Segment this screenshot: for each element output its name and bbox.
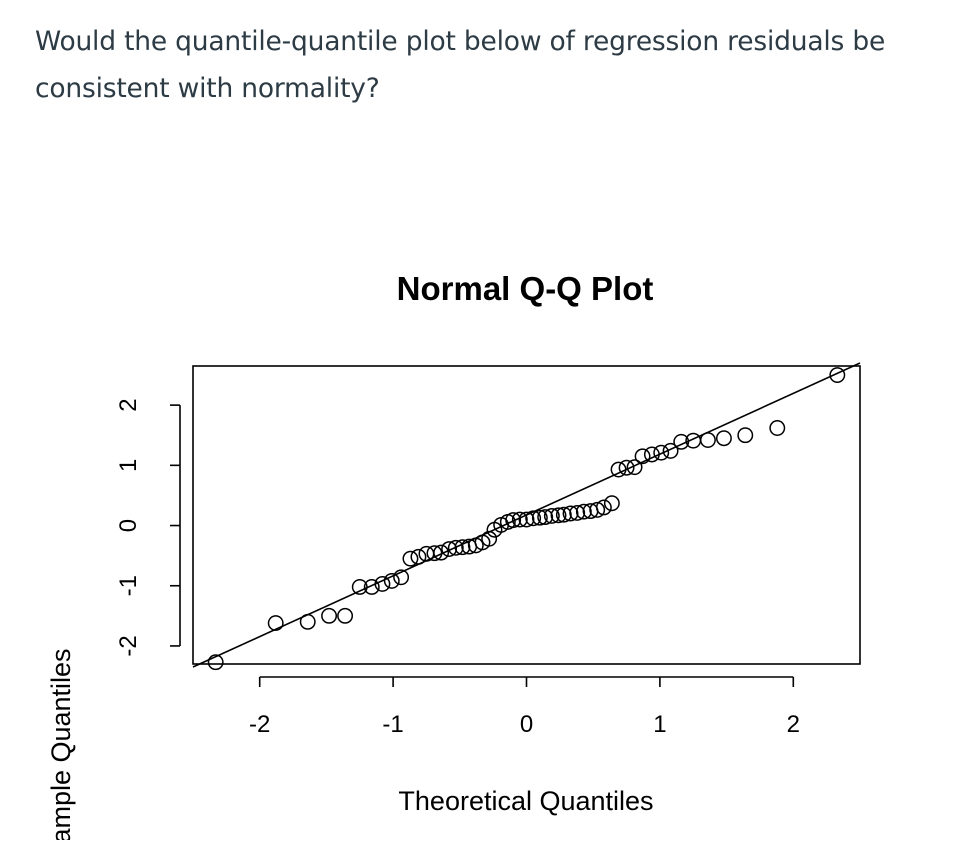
data-point <box>525 510 542 527</box>
data-point <box>769 420 786 436</box>
data-point <box>433 544 450 561</box>
data-point <box>299 613 316 630</box>
data-point <box>447 539 464 556</box>
plot-frame <box>192 365 861 665</box>
data-point <box>337 607 354 624</box>
data-point <box>618 459 635 476</box>
y-tick-label: -2 <box>115 635 142 656</box>
data-point <box>267 615 284 632</box>
data-point <box>454 539 471 556</box>
y-tick-label: 2 <box>115 398 142 411</box>
data-point <box>550 507 567 524</box>
x-tick-label: 2 <box>787 711 800 738</box>
y-axis: -2 -1 0 1 2 <box>115 398 181 657</box>
data-point <box>543 507 560 524</box>
data-point <box>653 444 670 461</box>
data-point <box>402 550 419 567</box>
y-tick-label: 1 <box>115 459 142 472</box>
data-point <box>673 433 690 450</box>
chart-title: Normal Q-Q Plot <box>397 270 654 307</box>
data-point <box>699 432 716 448</box>
data-point <box>351 578 368 595</box>
data-point <box>363 578 380 595</box>
data-point <box>829 367 846 383</box>
data-point <box>383 572 400 589</box>
data-point <box>537 509 554 526</box>
data-point <box>589 501 606 518</box>
question-text: Would the quantile-quantile plot below o… <box>35 26 886 104</box>
y-tick-label: -1 <box>115 575 142 596</box>
qq-plot-chart: Normal Q-Q Plot -2 -1 0 1 2 -2 -1 0 1 2 Theoreti… <box>46 270 861 840</box>
data-point <box>626 459 643 476</box>
data-point <box>505 512 522 529</box>
data-point <box>662 442 679 459</box>
data-point <box>715 430 732 447</box>
data-point <box>569 504 586 521</box>
data-point <box>441 541 458 557</box>
data-point <box>643 446 660 463</box>
data-point <box>737 427 754 444</box>
data-point <box>481 530 498 547</box>
data-point <box>374 575 391 592</box>
data-point <box>531 509 548 526</box>
data-point <box>634 448 651 465</box>
data-point <box>562 505 579 522</box>
data-point <box>610 461 627 478</box>
data-point <box>518 511 535 528</box>
data-point <box>207 654 224 671</box>
data-point <box>575 503 592 520</box>
data-point <box>595 499 612 516</box>
data-point <box>603 495 620 512</box>
data-point <box>393 569 410 586</box>
data-point <box>426 545 443 562</box>
x-axis: -2 -1 0 1 2 <box>249 676 800 738</box>
x-tick-label: 0 <box>520 711 533 738</box>
data-point <box>511 511 528 528</box>
x-axis-label: Theoretical Quantiles <box>398 786 653 816</box>
x-tick-label: -2 <box>249 711 270 738</box>
data-point <box>410 548 427 565</box>
data-point <box>555 506 572 523</box>
x-tick-label: 1 <box>653 711 666 738</box>
data-point <box>418 545 435 562</box>
data-points <box>207 367 846 671</box>
y-axis-label: Sample Quantiles <box>46 648 76 840</box>
x-tick-label: -1 <box>382 711 403 738</box>
y-tick-label: 0 <box>115 519 142 532</box>
data-point <box>321 607 338 624</box>
